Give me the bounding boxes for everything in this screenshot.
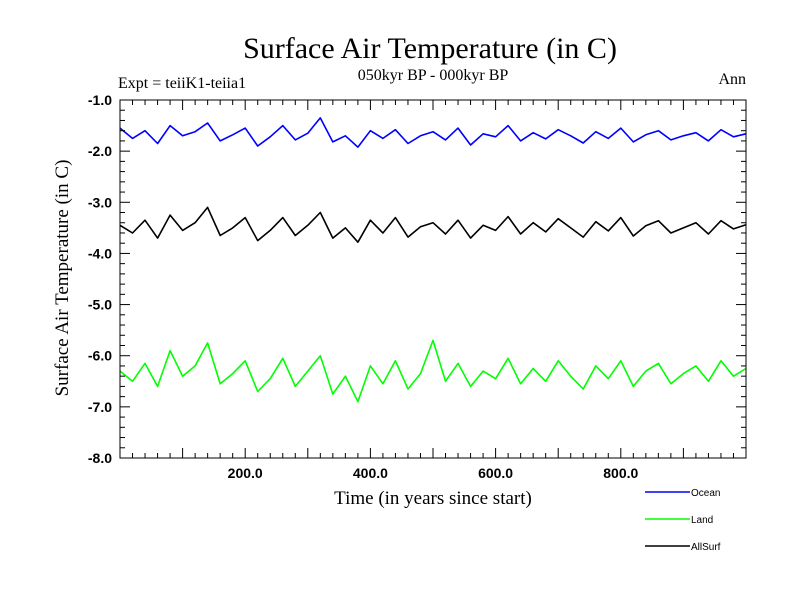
chart-title: Surface Air Temperature (in C): [243, 32, 617, 65]
y-axis-label: Surface Air Temperature (in C): [52, 160, 73, 397]
series-line-allsurf: [119, 206, 747, 243]
y-tick-label: -2.0: [88, 143, 112, 159]
legend-label-allsurf: AllSurf: [691, 542, 721, 553]
x-tick-label: 400.0: [353, 465, 388, 481]
legend-label-land: Land: [691, 515, 713, 526]
y-tick-label: -3.0: [88, 194, 112, 210]
x-tick-label: 200.0: [228, 465, 263, 481]
x-axis-label: Time (in years since start): [334, 488, 532, 509]
x-tick-label: 600.0: [478, 465, 513, 481]
series-layer: [119, 117, 747, 403]
legend-label-ocean: Ocean: [691, 488, 720, 499]
y-tick-label: -6.0: [88, 348, 112, 364]
x-tick-label: 800.0: [603, 465, 638, 481]
experiment-label: Expt = teiiK1-teiia1: [118, 75, 246, 92]
y-tick-label: -1.0: [88, 92, 112, 108]
y-tick-label: -8.0: [88, 450, 112, 466]
legend: Ocean Land AllSurf: [645, 488, 721, 553]
series-line-ocean: [119, 117, 747, 148]
axes-layer: -1.0 -2.0 -3.0 -4.0 -5.0 -6.0 -7.0 -8.0 200.0 400…: [88, 92, 747, 481]
y-tick-label: -4.0: [88, 245, 112, 261]
y-tick-label: -7.0: [88, 399, 112, 415]
season-label: Ann: [718, 71, 746, 88]
series-line-land: [119, 339, 747, 403]
y-tick-label: -5.0: [88, 297, 112, 313]
chart-subtitle: 050kyr BP - 000kyr BP: [358, 67, 509, 84]
